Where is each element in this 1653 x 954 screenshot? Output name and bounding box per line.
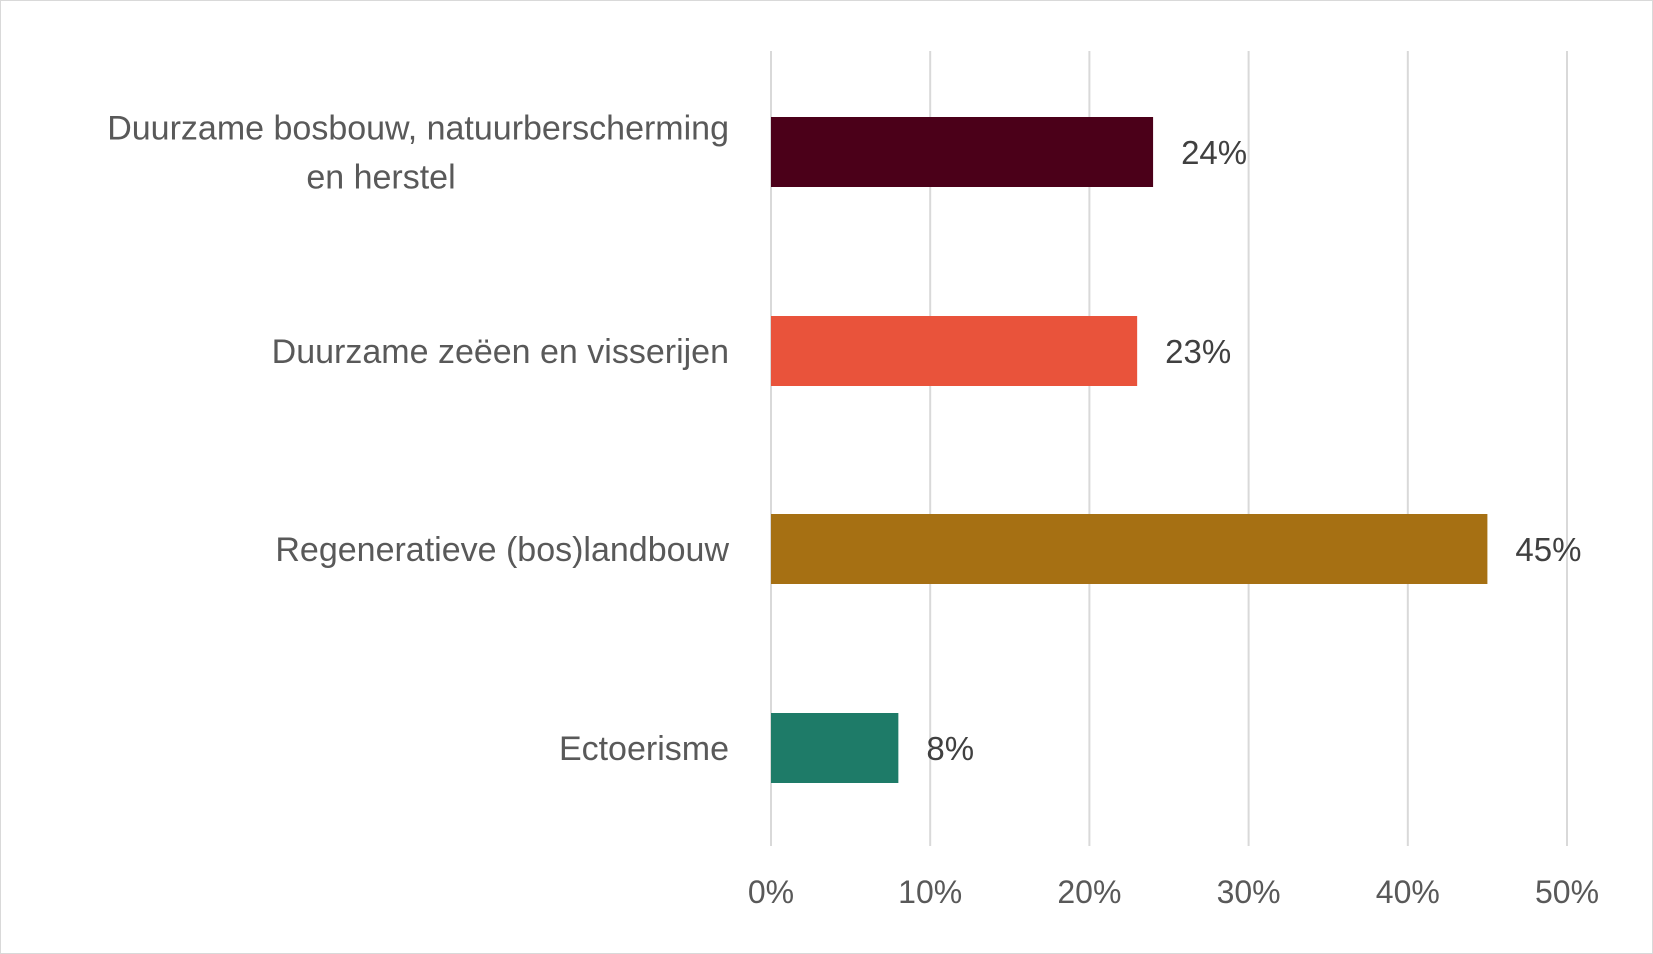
category-label-line: Ectoerisme: [559, 730, 729, 768]
x-tick-label: 10%: [898, 874, 962, 910]
category-label-line: en herstel: [306, 159, 455, 197]
data-label: 8%: [926, 730, 974, 767]
category-label: Duurzame bosbouw, natuurberscherming en h…: [107, 110, 729, 197]
category-label-line: Regeneratieve (bos)landbouw: [275, 531, 729, 569]
category-label-line: Duurzame zeëen en visserijen: [272, 333, 729, 371]
x-tick-label: 50%: [1535, 874, 1599, 910]
data-labels: 24% 23% 45% 8%: [926, 134, 1581, 767]
category-label: Regeneratieve (bos)landbouw: [275, 531, 729, 569]
bar: [771, 713, 899, 783]
data-label: 23%: [1165, 333, 1231, 370]
bar: [771, 316, 1138, 386]
x-tick-label: 30%: [1217, 874, 1281, 910]
category-labels: Duurzame bosbouw, natuurberscherming en h…: [107, 110, 729, 769]
x-tick-label: 0%: [748, 874, 794, 910]
x-tick-label: 20%: [1057, 874, 1121, 910]
category-label-line: Duurzame bosbouw, natuurberscherming: [107, 110, 729, 148]
bar: [771, 117, 1154, 187]
data-label: 45%: [1515, 531, 1581, 568]
bars: [771, 117, 1488, 783]
bar: [771, 514, 1488, 584]
category-label: Ectoerisme: [559, 730, 729, 768]
data-label: 24%: [1181, 134, 1247, 171]
x-axis-tick-labels: 0% 10% 20% 30% 40% 50%: [748, 874, 1599, 910]
category-label: Duurzame zeëen en visserijen: [272, 333, 729, 371]
x-tick-label: 40%: [1376, 874, 1440, 910]
